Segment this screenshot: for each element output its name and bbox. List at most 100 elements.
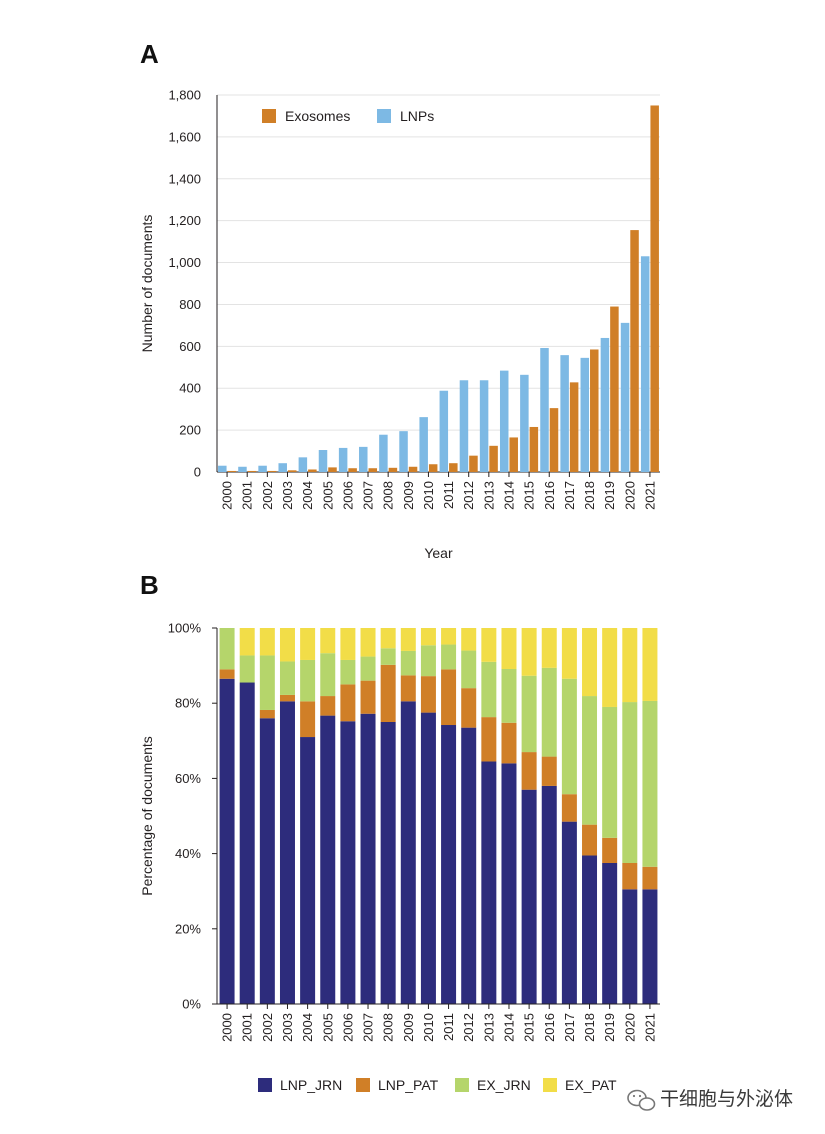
x-tick-label-b: 2006 bbox=[340, 1013, 355, 1042]
bar-segment-lnp-pat bbox=[521, 752, 537, 790]
x-tick-label-a: 2020 bbox=[622, 481, 637, 510]
bar-segment-lnp-pat bbox=[360, 680, 376, 714]
x-tick-label-a: 2015 bbox=[522, 481, 537, 510]
bar-segment-lnp-pat bbox=[420, 676, 436, 713]
legend-swatch-lnps bbox=[377, 109, 391, 123]
x-tick-label-b: 2019 bbox=[602, 1013, 617, 1042]
bar-lnps bbox=[439, 390, 449, 472]
x-tick-label-b: 2016 bbox=[542, 1013, 557, 1042]
x-tick-label-b: 2004 bbox=[300, 1013, 315, 1042]
bar-lnps bbox=[379, 434, 388, 472]
bar-segment-lnp-jrn bbox=[461, 727, 477, 1004]
bar-exosomes bbox=[267, 470, 277, 472]
bar-segment-ex-jrn bbox=[400, 650, 416, 676]
bar-segment-ex-pat bbox=[239, 628, 255, 656]
bar-exosomes bbox=[308, 469, 317, 472]
x-tick-label-a: 2019 bbox=[602, 481, 617, 510]
x-tick-label-a: 2007 bbox=[361, 481, 376, 510]
x-tick-label-a: 2003 bbox=[280, 481, 295, 510]
bar-segment-ex-pat bbox=[521, 628, 537, 676]
bar-segment-lnp-pat bbox=[602, 837, 618, 863]
bar-segment-ex-jrn bbox=[642, 700, 658, 867]
bar-lnps bbox=[479, 380, 489, 472]
bar-lnps bbox=[338, 447, 348, 472]
bar-segment-lnp-pat bbox=[340, 684, 356, 722]
bar-segment-lnp-jrn bbox=[320, 715, 336, 1004]
bar-segment-ex-jrn bbox=[622, 702, 638, 863]
bar-segment-ex-pat bbox=[602, 628, 618, 707]
legend-swatch-lnp-pat bbox=[356, 1078, 370, 1092]
bar-segment-ex-pat bbox=[320, 628, 336, 654]
bar-exosomes bbox=[388, 467, 398, 472]
bar-lnps bbox=[520, 374, 529, 472]
y-tick-label-b: 60% bbox=[175, 771, 201, 786]
y-tick-label-a: 0 bbox=[194, 465, 201, 480]
bar-segment-lnp-jrn bbox=[360, 713, 376, 1004]
bar-segment-ex-jrn bbox=[602, 706, 618, 838]
bar-segment-lnp-jrn bbox=[441, 725, 457, 1004]
bar-lnps bbox=[359, 446, 368, 472]
bar-segment-ex-jrn bbox=[582, 696, 598, 825]
x-tick-label-a: 2014 bbox=[501, 481, 516, 510]
x-tick-label-b: 2008 bbox=[381, 1013, 396, 1042]
bar-segment-lnp-jrn bbox=[219, 678, 235, 1004]
bar-exosomes bbox=[610, 306, 619, 472]
bar-lnps bbox=[258, 465, 267, 472]
bar-segment-lnp-pat bbox=[622, 863, 638, 890]
y-tick-label-a: 1,000 bbox=[168, 255, 201, 270]
bar-segment-ex-jrn bbox=[279, 661, 295, 695]
bar-segment-lnp-pat bbox=[561, 794, 577, 822]
x-tick-label-b: 2011 bbox=[441, 1013, 456, 1041]
x-tick-label-a: 2012 bbox=[461, 481, 476, 510]
bar-segment-ex-pat bbox=[622, 628, 638, 703]
bar-segment-ex-jrn bbox=[259, 655, 275, 710]
bar-segment-ex-pat bbox=[441, 628, 457, 645]
bar-segment-ex-pat bbox=[340, 628, 356, 660]
bar-exosomes bbox=[227, 470, 237, 472]
x-tick-label-a: 2004 bbox=[300, 481, 315, 510]
bar-segment-lnp-jrn bbox=[239, 682, 255, 1004]
bar-segment-ex-pat bbox=[300, 628, 316, 660]
bar-segment-lnp-pat bbox=[541, 756, 557, 786]
bar-segment-ex-jrn bbox=[320, 653, 336, 697]
bar-exosomes bbox=[569, 382, 579, 472]
y-tick-label-b: 80% bbox=[175, 696, 201, 711]
bar-lnps bbox=[640, 256, 650, 472]
bar-segment-lnp-jrn bbox=[561, 821, 577, 1004]
bar-segment-lnp-jrn bbox=[279, 701, 295, 1004]
y-tick-label-a: 1,800 bbox=[168, 88, 201, 103]
bar-exosomes bbox=[247, 470, 257, 472]
bar-exosomes bbox=[348, 468, 357, 472]
bar-segment-lnp-jrn bbox=[541, 785, 557, 1004]
bar-segment-ex-jrn bbox=[561, 678, 577, 795]
bar-lnps bbox=[600, 337, 610, 472]
y-tick-label-a: 400 bbox=[179, 381, 201, 396]
x-tick-label-b: 2014 bbox=[501, 1013, 516, 1042]
x-tick-label-a: 2013 bbox=[481, 481, 496, 510]
bar-segment-lnp-pat bbox=[582, 824, 598, 856]
x-tick-label-a: 2002 bbox=[260, 481, 275, 510]
bar-segment-lnp-pat bbox=[320, 696, 336, 716]
bar-segment-lnp-jrn bbox=[259, 718, 275, 1004]
bar-lnps bbox=[218, 465, 227, 472]
bar-lnps bbox=[419, 417, 428, 472]
y-tick-label-a: 600 bbox=[179, 339, 201, 354]
bar-segment-ex-pat bbox=[481, 628, 497, 662]
bar-segment-ex-pat bbox=[420, 628, 436, 646]
bar-segment-ex-jrn bbox=[360, 656, 376, 681]
x-tick-label-a: 2017 bbox=[562, 481, 577, 510]
bar-exosomes bbox=[469, 455, 478, 472]
y-axis-title-a: Number of documents bbox=[139, 215, 155, 353]
x-tick-label-a: 2016 bbox=[542, 481, 557, 510]
bar-segment-lnp-jrn bbox=[622, 889, 638, 1004]
x-tick-label-b: 2003 bbox=[280, 1013, 295, 1042]
x-tick-label-b: 2018 bbox=[582, 1013, 597, 1042]
bar-segment-ex-jrn bbox=[541, 667, 557, 757]
bar-lnps bbox=[499, 370, 509, 472]
bar-segment-lnp-jrn bbox=[481, 761, 497, 1004]
watermark-text: 干细胞与外泌体 bbox=[660, 1088, 793, 1110]
bar-segment-ex-pat bbox=[541, 628, 557, 668]
bar-exosomes bbox=[368, 468, 378, 472]
y-tick-label-a: 1,400 bbox=[168, 171, 201, 186]
x-tick-label-b: 2005 bbox=[320, 1013, 335, 1042]
